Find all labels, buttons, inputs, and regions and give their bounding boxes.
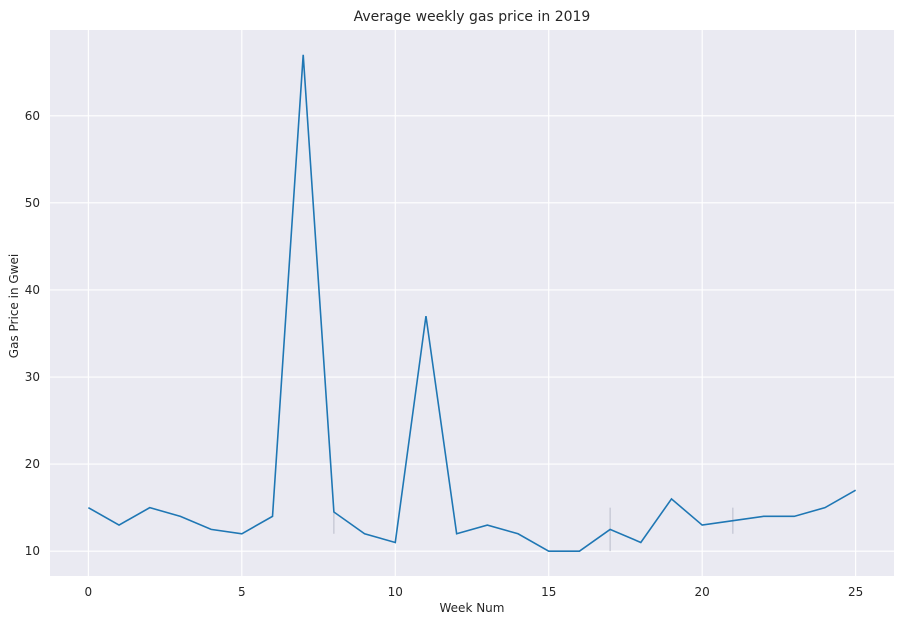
x-axis-label: Week Num (440, 601, 505, 615)
y-tick-label: 50 (25, 196, 40, 210)
x-tick-label: 0 (85, 585, 93, 599)
x-tick-label: 5 (238, 585, 246, 599)
y-tick-label: 20 (25, 457, 40, 471)
chart-title: Average weekly gas price in 2019 (354, 9, 591, 25)
y-axis-label: Gas Price in Gwei (7, 254, 21, 358)
series-line (87, 54, 857, 552)
y-tick-labels: 10 20 30 40 50 60 (25, 109, 40, 558)
x-tick-label: 10 (388, 585, 403, 599)
x-tick-label: 20 (695, 585, 710, 599)
x-tick-label: 25 (848, 585, 863, 599)
x-tick-labels: 0 5 10 15 20 25 (85, 585, 864, 599)
y-tick-label: 60 (25, 109, 40, 123)
x-tick-label: 15 (541, 585, 556, 599)
y-tick-label: 10 (25, 544, 40, 558)
y-tick-label: 30 (25, 370, 40, 384)
y-tick-label: 40 (25, 283, 40, 297)
plot-area (50, 30, 894, 576)
y-gridlines (50, 115, 894, 552)
x-gridlines (87, 30, 857, 576)
